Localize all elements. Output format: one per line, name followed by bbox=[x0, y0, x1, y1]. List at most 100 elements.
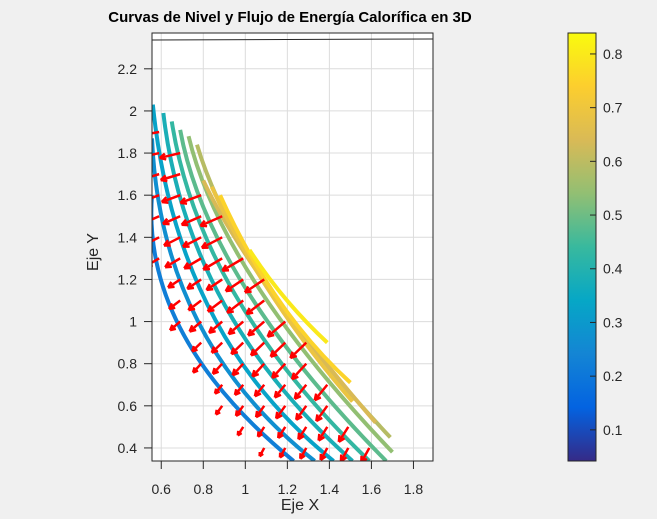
arrow-head bbox=[206, 304, 215, 313]
x-axis: 0.6 0.8 1 1.2 1.4 1.6 1.8 bbox=[152, 461, 424, 497]
quiver-arrow bbox=[152, 151, 160, 157]
arrow-head bbox=[160, 196, 169, 204]
arrow-head bbox=[158, 152, 167, 161]
quiver-arrow bbox=[190, 341, 203, 353]
contour-lines bbox=[152, 104, 394, 461]
arrow-head bbox=[187, 303, 196, 312]
quiver-arrow bbox=[313, 383, 329, 402]
arrow-head bbox=[234, 410, 242, 417]
arrow-head bbox=[181, 240, 190, 248]
quiver-arrow bbox=[214, 405, 224, 416]
quiver-arrow bbox=[317, 426, 329, 442]
arrow-head bbox=[224, 284, 233, 293]
arrow-head bbox=[199, 219, 208, 228]
quiver-arrow bbox=[319, 447, 329, 461]
quiver-arrow bbox=[163, 236, 181, 247]
colorbar-tick-label: 0.1 bbox=[603, 422, 623, 438]
arrow-shaft bbox=[160, 172, 181, 182]
plot-area[interactable] bbox=[152, 33, 433, 461]
arrow-head bbox=[269, 349, 278, 358]
colorbar[interactable] bbox=[567, 32, 597, 462]
quiver-arrow bbox=[299, 447, 308, 460]
colorbar-ticks: 0.1 0.2 0.3 0.4 0.5 0.6 0.7 0.8 bbox=[590, 46, 623, 438]
arrow-shaft bbox=[221, 257, 244, 272]
arrow-head bbox=[249, 348, 258, 357]
quiver-arrow bbox=[258, 447, 266, 458]
arrow-head bbox=[271, 371, 279, 379]
quiver-arrow bbox=[144, 215, 160, 223]
arrow-head bbox=[159, 174, 168, 183]
arrow-head bbox=[161, 217, 170, 226]
arrow-shaft bbox=[179, 194, 202, 205]
arrow-head bbox=[253, 389, 262, 398]
quiver-arrow bbox=[179, 194, 202, 205]
arrow-shaft bbox=[207, 299, 223, 313]
y-tick-label: 1.2 bbox=[118, 271, 138, 287]
contour-line bbox=[161, 112, 354, 461]
arrow-shaft bbox=[164, 257, 181, 269]
arrow-shaft bbox=[181, 215, 202, 226]
quiver-arrow bbox=[167, 278, 181, 289]
quiver-arrow bbox=[200, 236, 223, 249]
contour-line bbox=[247, 248, 329, 345]
arrow-shaft bbox=[152, 130, 160, 135]
quiver-arrow bbox=[315, 405, 329, 423]
arrow-shaft bbox=[289, 341, 308, 359]
quiver-arrow bbox=[187, 299, 202, 312]
arrow-shaft bbox=[269, 341, 287, 358]
quiver-arrow bbox=[246, 320, 266, 337]
y-tick-label: 1.6 bbox=[118, 187, 138, 203]
quiver-arrow bbox=[152, 130, 160, 135]
arrow-head bbox=[226, 306, 235, 314]
arrow-shaft bbox=[152, 194, 160, 200]
quiver-arrow bbox=[236, 426, 245, 437]
arrow-head bbox=[144, 218, 151, 223]
arrow-head bbox=[227, 327, 236, 336]
arrow-shaft bbox=[162, 215, 181, 225]
arrow-head bbox=[246, 328, 255, 337]
colorbar-tick-label: 0.8 bbox=[603, 46, 623, 62]
arrow-head bbox=[168, 324, 177, 332]
arrow-shaft bbox=[201, 236, 223, 249]
quiver-arrow bbox=[269, 341, 287, 358]
arrow-head bbox=[167, 281, 175, 289]
quiver-arrow bbox=[188, 320, 202, 333]
arrow-head bbox=[190, 345, 198, 353]
x-tick-label: 1.8 bbox=[404, 481, 424, 497]
quiver-arrow bbox=[206, 299, 223, 313]
arrow-head bbox=[142, 175, 149, 181]
arrow-head bbox=[188, 324, 197, 333]
arrow-head bbox=[266, 330, 275, 338]
arrow-head bbox=[205, 283, 214, 292]
y-tick-label: 2 bbox=[129, 103, 137, 119]
quiver-arrows bbox=[142, 130, 371, 461]
colorbar-tick-label: 0.4 bbox=[603, 261, 623, 277]
arrow-shaft bbox=[199, 215, 223, 227]
y-tick-label: 1.8 bbox=[118, 145, 138, 161]
quiver-arrow bbox=[245, 299, 265, 316]
quiver-arrow bbox=[243, 278, 265, 294]
arrow-shaft bbox=[247, 320, 266, 337]
quiver-arrow bbox=[273, 383, 287, 399]
arrow-head bbox=[186, 282, 195, 290]
quiver-arrow bbox=[160, 194, 181, 204]
arrow-shaft bbox=[163, 236, 181, 247]
arrow-shaft bbox=[152, 215, 160, 221]
quiver-arrow bbox=[180, 215, 202, 227]
x-tick-label: 1.6 bbox=[362, 481, 382, 497]
arrow-shaft bbox=[244, 278, 265, 294]
y-tick-label: 0.8 bbox=[118, 356, 138, 372]
arrow-shaft bbox=[159, 151, 181, 160]
quiver-arrow bbox=[290, 362, 308, 381]
quiver-arrow bbox=[278, 447, 287, 459]
arrow-shaft bbox=[337, 426, 350, 443]
quiver-arrow bbox=[337, 426, 350, 443]
quiver-arrow bbox=[295, 405, 308, 421]
quiver-arrow bbox=[249, 341, 266, 357]
arrow-head bbox=[251, 369, 260, 378]
arrow-shaft bbox=[202, 257, 223, 271]
arrow-head bbox=[191, 367, 199, 374]
quiver-arrow bbox=[256, 426, 266, 438]
arrow-head bbox=[295, 412, 303, 421]
